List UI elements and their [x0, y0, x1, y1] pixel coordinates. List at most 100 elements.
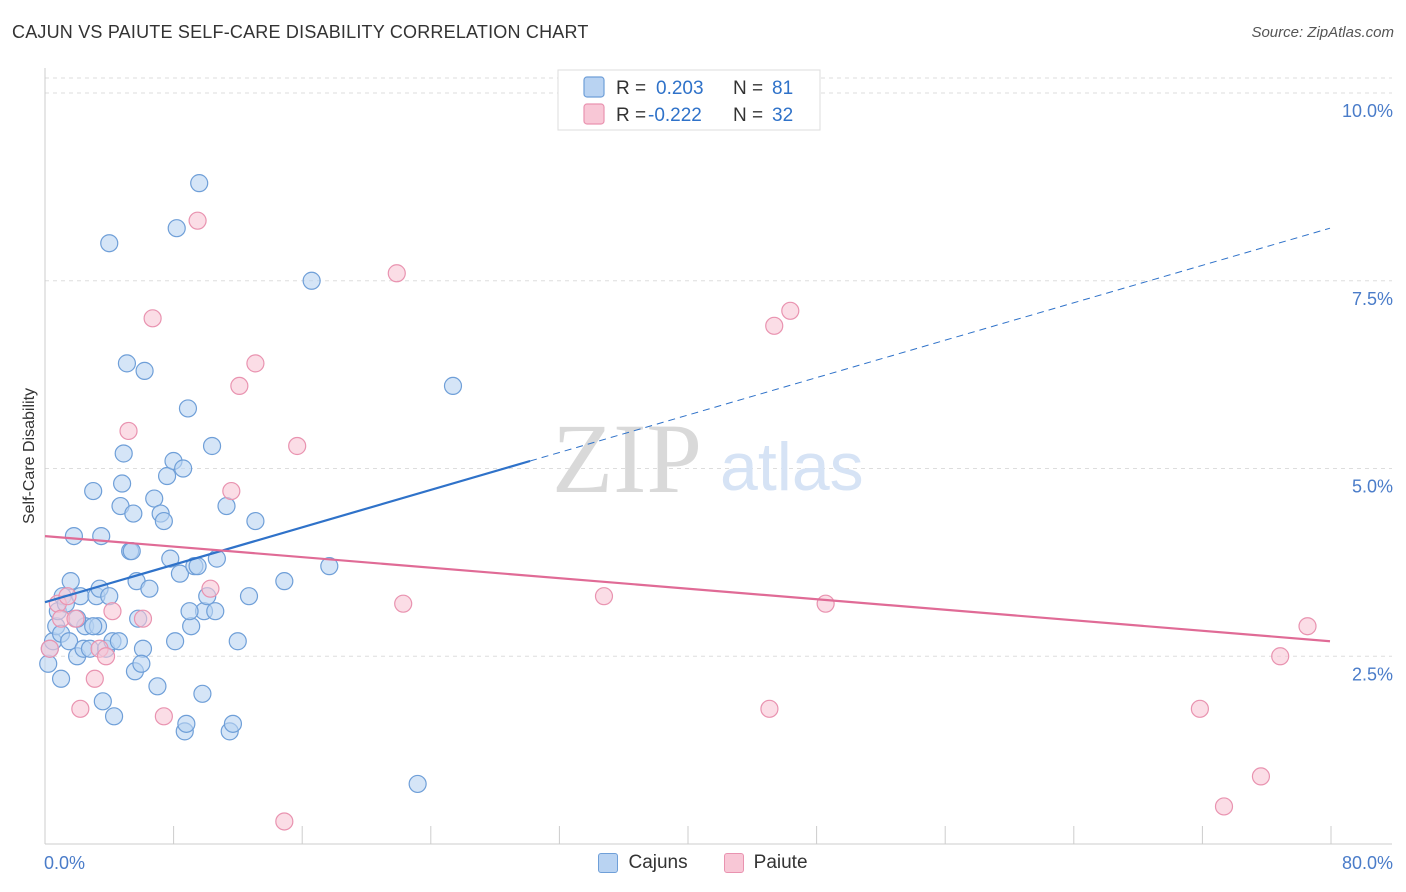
cajun-point-9	[61, 572, 80, 591]
y-tick-label-3: 10.0%	[1342, 101, 1393, 121]
cajun-point-29	[114, 444, 133, 463]
cajun-points	[39, 174, 463, 794]
paiute-label: Paiute	[753, 852, 808, 873]
paiute-point-14	[188, 211, 207, 230]
series-legend: Cajuns Paiute	[0, 852, 1406, 874]
legend-paiute-n-label: N =	[733, 105, 763, 126]
watermark-zip: ZIP	[552, 403, 702, 514]
cajun-point-40	[145, 489, 164, 508]
paiute-point-0	[40, 639, 59, 658]
watermark: ZIP atlas	[552, 403, 864, 514]
paiute-point-4	[66, 609, 85, 628]
y-tick-label-1: 5.0%	[1352, 477, 1393, 497]
paiute-trendline	[44, 535, 1331, 643]
cajun-point-80	[228, 632, 247, 651]
legend-cajun-n-label: N =	[733, 78, 763, 99]
cajun-point-47	[166, 632, 185, 651]
cajun-point-68	[246, 511, 265, 531]
cajun-point-69	[275, 572, 294, 591]
cajun-point-57	[190, 174, 209, 193]
paiute-point-27	[816, 594, 835, 613]
paiute-point-31	[1271, 647, 1290, 666]
cajun-point-54	[182, 617, 201, 636]
legend-cajun-n-value: 81	[772, 78, 793, 99]
x-tick-label-max: 80.0%	[1342, 853, 1393, 873]
grid-lines	[45, 77, 1392, 657]
cajun-point-48	[167, 219, 186, 238]
y-axis-label: Self-Care Disability	[21, 388, 38, 524]
legend-paiute-r-label: R =	[616, 105, 646, 126]
legend-cajun-r-label: R =	[616, 78, 646, 99]
paiute-point-9	[103, 602, 122, 621]
paiute-point-30	[1251, 767, 1271, 786]
cajun-point-32	[122, 542, 141, 561]
cajun-point-73	[443, 376, 463, 396]
paiute-points	[40, 211, 1317, 831]
cajun-point-41	[148, 677, 167, 696]
cajun-point-61	[202, 436, 222, 456]
cajuns-label: Cajuns	[628, 852, 688, 873]
paiute-point-25	[765, 316, 784, 335]
y-tick-labels: 2.5% 5.0% 7.5% 10.0%	[1342, 101, 1393, 684]
trendlines	[44, 227, 1331, 643]
cajun-point-74	[100, 234, 119, 253]
cajun-point-25	[104, 707, 124, 726]
paiute-point-20	[288, 436, 307, 456]
cajun-point-62	[206, 602, 225, 621]
legend-paiute-r-value: -0.222	[648, 105, 702, 126]
paiute-point-22	[394, 594, 413, 613]
cajun-point-39	[140, 579, 159, 598]
cajun-point-38	[135, 361, 154, 380]
cajun-point-30	[117, 354, 137, 373]
y-tick-label-0: 2.5%	[1352, 664, 1393, 684]
legend-item-paiute[interactable]: Paiute	[723, 852, 808, 874]
cajun-trendline	[44, 459, 531, 604]
paiute-point-5	[71, 699, 90, 718]
paiute-point-26	[781, 301, 800, 320]
paiute-point-19	[275, 812, 294, 831]
watermark-atlas: atlas	[720, 429, 864, 505]
legend-cajun-swatch	[583, 76, 605, 98]
paiute-point-29	[1214, 797, 1234, 816]
legend-cajun-r-value: 0.203	[656, 78, 704, 99]
axes	[44, 68, 1392, 845]
cajun-point-26	[109, 632, 128, 651]
paiute-point-15	[201, 579, 220, 598]
cajun-point-33	[124, 504, 143, 523]
x-tick-label-min: 0.0%	[44, 853, 85, 873]
cajun-point-43	[154, 511, 173, 531]
cajun-point-78	[132, 654, 151, 673]
paiute-swatch	[723, 853, 744, 873]
cajun-point-28	[112, 474, 132, 493]
paiute-point-32	[1298, 617, 1317, 636]
paiute-point-16	[222, 481, 241, 501]
legend-paiute-swatch	[583, 103, 605, 125]
paiute-point-23	[594, 587, 614, 606]
cajun-point-64	[217, 496, 236, 516]
paiute-point-10	[119, 421, 138, 441]
cajun-point-8	[59, 632, 79, 651]
paiute-point-21	[387, 264, 406, 283]
correlation-legend: R = 0.203 N = 81 R = -0.222 N = 32	[557, 69, 821, 131]
cajun-point-21	[93, 692, 112, 711]
cajun-point-45	[161, 549, 180, 568]
cajun-point-49	[170, 564, 190, 583]
x-tick-labels: 0.0% 80.0%	[44, 853, 1393, 873]
cajun-point-72	[408, 774, 427, 794]
cajuns-swatch	[598, 853, 619, 873]
cajun-point-66	[223, 714, 243, 733]
legend-item-cajuns[interactable]: Cajuns	[598, 852, 688, 874]
cajun-point-10	[64, 526, 84, 546]
y-tick-label-2: 7.5%	[1352, 289, 1393, 309]
paiute-point-28	[1190, 699, 1209, 718]
cajun-trendline-extension	[529, 227, 1331, 462]
paiute-point-18	[246, 354, 265, 373]
cajun-point-37	[133, 639, 153, 658]
cajun-point-16	[84, 481, 103, 501]
cajun-point-71	[320, 557, 339, 576]
cajun-point-44	[157, 466, 177, 486]
paiute-point-17	[230, 376, 249, 396]
cajun-point-77	[84, 617, 103, 636]
cajun-point-79	[180, 602, 199, 621]
